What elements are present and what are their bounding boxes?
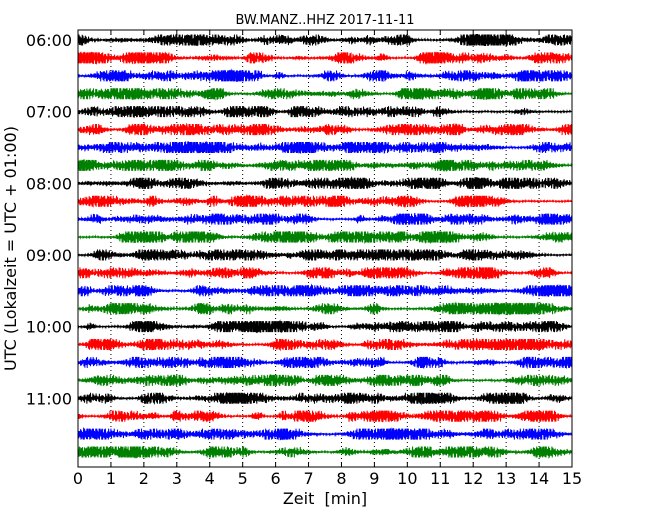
- trace-line: [77, 445, 573, 459]
- trace-line: [77, 337, 573, 352]
- y-tick-label: 06:00: [26, 31, 72, 50]
- x-tick-label: 2: [139, 469, 149, 488]
- trace-line: [77, 51, 573, 66]
- trace-line: [77, 122, 573, 136]
- chart-title: BW.MANZ..HHZ 2017-11-11: [235, 13, 414, 28]
- y-tick-label: 10:00: [26, 318, 72, 337]
- trace-line: [77, 266, 573, 281]
- x-tick-label: 7: [303, 469, 313, 488]
- trace-line: [77, 426, 573, 441]
- x-tick-label: 8: [336, 469, 346, 488]
- x-tick-label: 14: [529, 469, 549, 488]
- trace-line: [77, 301, 573, 316]
- x-tick-label: 0: [73, 469, 83, 488]
- trace-line: [77, 283, 573, 297]
- y-axis-label: UTC (Lokalzeit = UTC + 01:00): [1, 126, 20, 371]
- x-axis-label: Zeit [min]: [283, 489, 367, 508]
- x-tick-label: 13: [496, 469, 516, 488]
- x-tick-label: 1: [106, 469, 116, 488]
- trace-line: [77, 409, 573, 423]
- x-tick-label: 15: [562, 469, 582, 488]
- trace-line: [77, 392, 573, 406]
- y-tick-label: 09:00: [26, 246, 72, 265]
- trace-line: [77, 374, 573, 387]
- seismogram-traces: [77, 34, 573, 459]
- x-tick-label: 3: [172, 469, 182, 488]
- trace-line: [77, 68, 573, 82]
- y-axis-ticks: 06:00 07:00 08:00 09:00 10:00 11:00: [26, 31, 83, 408]
- x-tick-label: 11: [430, 469, 450, 488]
- trace-line: [77, 87, 573, 101]
- trace-line: [77, 106, 573, 118]
- trace-line: [77, 248, 573, 262]
- trace-line: [77, 34, 573, 47]
- x-tick-label: 4: [205, 469, 215, 488]
- trace-line: [77, 159, 573, 172]
- trace-line: [77, 213, 573, 226]
- trace-line: [77, 175, 573, 190]
- plot-frame: [77, 29, 573, 468]
- trace-line: [77, 356, 573, 370]
- x-tick-label: 9: [369, 469, 379, 488]
- trace-line: [77, 319, 573, 334]
- y-tick-label: 11:00: [26, 389, 72, 408]
- trace-line: [77, 194, 573, 209]
- trace-line: [77, 231, 573, 245]
- x-tick-label: 5: [238, 469, 248, 488]
- y-tick-label: 07:00: [26, 103, 72, 122]
- y-tick-label: 08:00: [26, 174, 72, 193]
- x-tick-label: 6: [271, 469, 281, 488]
- x-tick-label: 12: [463, 469, 483, 488]
- trace-line: [77, 140, 573, 154]
- x-axis-ticks: 0 1 2 3 4 5 6 7 8 9 10 11 12 13 14 15: [73, 30, 582, 488]
- x-tick-label: 10: [397, 469, 417, 488]
